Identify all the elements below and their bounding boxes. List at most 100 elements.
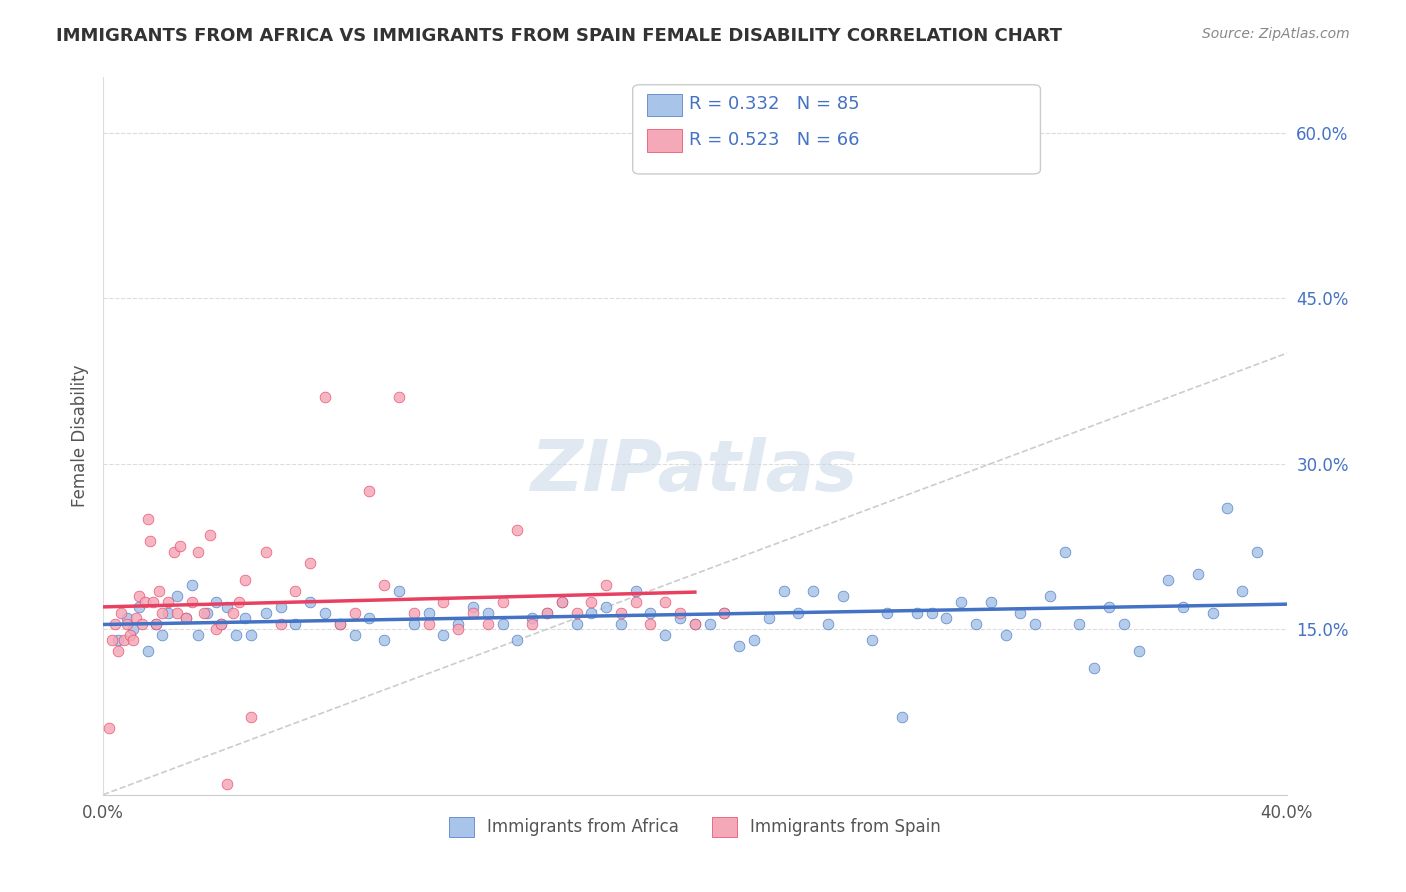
- Point: [758, 611, 780, 625]
- Point: [506, 523, 529, 537]
- Point: [118, 628, 141, 642]
- Point: [134, 594, 156, 608]
- Point: [136, 644, 159, 658]
- Point: [329, 616, 352, 631]
- Point: [432, 594, 454, 608]
- Point: [115, 616, 138, 631]
- Point: [284, 616, 307, 631]
- Point: [905, 606, 928, 620]
- Point: [204, 594, 226, 608]
- Point: [359, 484, 381, 499]
- Point: [148, 583, 170, 598]
- Point: [314, 391, 336, 405]
- Point: [1069, 616, 1091, 631]
- Point: [980, 594, 1002, 608]
- Point: [935, 611, 957, 625]
- Point: [1098, 600, 1121, 615]
- Point: [240, 628, 263, 642]
- Point: [299, 594, 322, 608]
- Point: [876, 606, 898, 620]
- Point: [270, 600, 292, 615]
- Point: [536, 606, 558, 620]
- Point: [211, 616, 233, 631]
- Point: [121, 633, 143, 648]
- Point: [891, 710, 914, 724]
- Point: [1216, 500, 1239, 515]
- Point: [104, 616, 127, 631]
- Point: [477, 606, 499, 620]
- Point: [402, 606, 425, 620]
- Point: [965, 616, 987, 631]
- Point: [211, 616, 233, 631]
- Point: [536, 606, 558, 620]
- Point: [624, 583, 647, 598]
- Point: [654, 594, 676, 608]
- Point: [136, 512, 159, 526]
- Point: [254, 606, 277, 620]
- Point: [150, 606, 173, 620]
- Point: [461, 606, 484, 620]
- Point: [343, 606, 366, 620]
- Point: [124, 611, 146, 625]
- Point: [388, 583, 411, 598]
- Point: [373, 633, 395, 648]
- Point: [565, 606, 588, 620]
- Point: [520, 616, 543, 631]
- Point: [1128, 644, 1150, 658]
- Point: [624, 594, 647, 608]
- Point: [195, 606, 218, 620]
- Point: [145, 616, 167, 631]
- Point: [831, 589, 853, 603]
- Point: [1187, 567, 1209, 582]
- Point: [713, 606, 735, 620]
- Point: [669, 606, 692, 620]
- Point: [240, 710, 263, 724]
- Point: [299, 556, 322, 570]
- Point: [610, 606, 633, 620]
- Point: [506, 633, 529, 648]
- Point: [801, 583, 824, 598]
- Point: [98, 722, 121, 736]
- Point: [1024, 616, 1046, 631]
- Point: [228, 594, 250, 608]
- Point: [193, 606, 215, 620]
- Text: Source: ZipAtlas.com: Source: ZipAtlas.com: [1202, 27, 1350, 41]
- Point: [174, 611, 197, 625]
- Point: [742, 633, 765, 648]
- Point: [1083, 661, 1105, 675]
- Point: [402, 616, 425, 631]
- Point: [166, 606, 188, 620]
- Point: [520, 611, 543, 625]
- Point: [112, 633, 135, 648]
- Point: [150, 628, 173, 642]
- Point: [110, 606, 132, 620]
- Point: [142, 594, 165, 608]
- Y-axis label: Female Disability: Female Disability: [72, 365, 89, 508]
- Point: [217, 777, 239, 791]
- Point: [284, 583, 307, 598]
- Point: [139, 533, 162, 548]
- Point: [131, 616, 153, 631]
- Point: [157, 594, 180, 608]
- Legend: Immigrants from Africa, Immigrants from Spain: Immigrants from Africa, Immigrants from …: [441, 810, 948, 844]
- Point: [1232, 583, 1254, 598]
- Point: [1157, 573, 1180, 587]
- Point: [491, 594, 513, 608]
- Point: [551, 594, 574, 608]
- Point: [610, 616, 633, 631]
- Point: [217, 600, 239, 615]
- Point: [204, 622, 226, 636]
- Point: [447, 622, 470, 636]
- Point: [107, 633, 129, 648]
- Point: [477, 616, 499, 631]
- Point: [860, 633, 883, 648]
- Point: [787, 606, 810, 620]
- Point: [343, 628, 366, 642]
- Point: [817, 616, 839, 631]
- Point: [581, 606, 603, 620]
- Point: [187, 545, 209, 559]
- Point: [418, 606, 440, 620]
- Point: [683, 616, 706, 631]
- Point: [994, 628, 1017, 642]
- Point: [432, 628, 454, 642]
